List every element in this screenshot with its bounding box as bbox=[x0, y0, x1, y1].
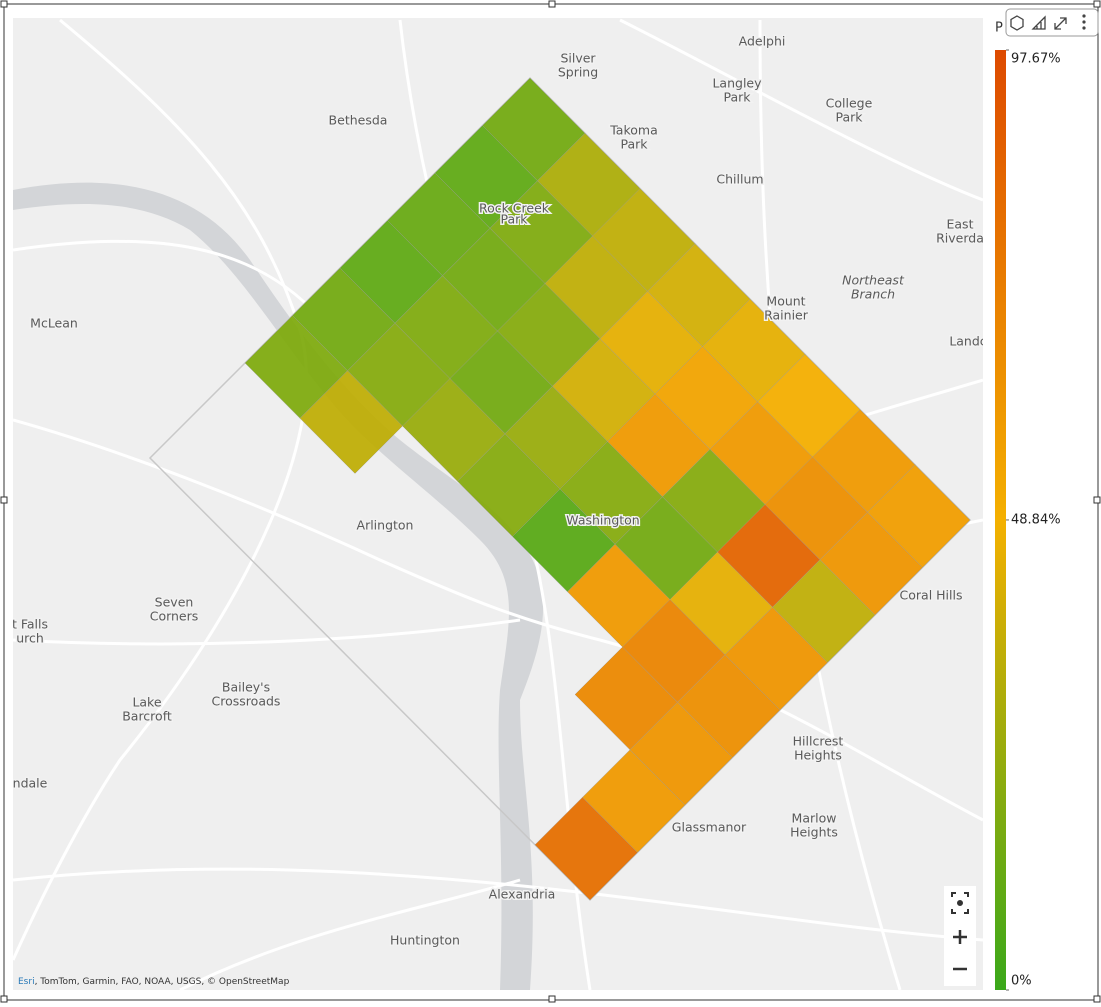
place-label: Adelphi bbox=[739, 34, 786, 49]
place-label: Rock Creek bbox=[479, 201, 550, 216]
regions bbox=[244, 77, 971, 901]
place-label: McLean bbox=[30, 316, 78, 331]
place-label: Silver bbox=[560, 51, 596, 66]
attribution-provider: Esri bbox=[18, 977, 35, 987]
legend-label: 0% bbox=[1011, 974, 1032, 989]
focus-mode-icon[interactable] bbox=[1054, 17, 1067, 30]
place-label: Landc bbox=[949, 334, 986, 349]
place-label: Park bbox=[723, 90, 751, 105]
place-label: Riverda bbox=[936, 231, 984, 246]
place-label: ndale bbox=[13, 776, 48, 791]
place-label: Crossroads bbox=[212, 694, 281, 709]
place-label: Langley bbox=[712, 76, 762, 91]
place-label: Marlow bbox=[792, 811, 837, 826]
place-label: Arlington bbox=[357, 518, 414, 533]
place-label: Chillum bbox=[716, 172, 763, 187]
place-label: Mount bbox=[766, 294, 805, 309]
legend-label: 48.84% bbox=[1011, 512, 1061, 527]
focus-button[interactable] bbox=[951, 892, 969, 914]
analytics-icon[interactable] bbox=[1031, 15, 1046, 30]
place-label: Heights bbox=[794, 748, 842, 763]
place-label: urch bbox=[16, 631, 44, 646]
place-label: Coral Hills bbox=[900, 588, 963, 603]
place-label: Park bbox=[835, 110, 863, 125]
zoom-in[interactable] bbox=[953, 930, 967, 944]
place-label: t Falls bbox=[12, 617, 48, 632]
place-label: Spring bbox=[558, 65, 598, 80]
zoom-controls bbox=[944, 886, 976, 986]
place-label: Barcroft bbox=[122, 709, 172, 724]
place-label: Northeast bbox=[842, 273, 905, 288]
place-label: Branch bbox=[851, 287, 895, 302]
toolbar bbox=[1005, 8, 1099, 37]
place-label: Seven bbox=[155, 595, 194, 610]
place-label: Park bbox=[620, 137, 648, 152]
place-label: Corners bbox=[150, 609, 199, 624]
place-label: Glassmanor bbox=[672, 820, 747, 835]
place-label: East bbox=[947, 217, 974, 232]
legend: 97.67% 48.84% 0% bbox=[1006, 49, 1061, 991]
place-label: Takoma bbox=[609, 123, 658, 138]
attribution: Esri, TomTom, Garmin, FAO, NOAA, USGS, ©… bbox=[18, 977, 290, 987]
region bbox=[534, 797, 638, 901]
place-label: Lake bbox=[132, 695, 161, 710]
legend-bar bbox=[995, 50, 1006, 990]
place-label: College bbox=[826, 96, 873, 111]
place-label: Park bbox=[500, 212, 528, 227]
place-label: Hillcrest bbox=[793, 734, 844, 749]
place-label: Huntington bbox=[390, 933, 460, 948]
region bbox=[299, 370, 403, 474]
place-label: Washington bbox=[566, 513, 639, 528]
filter-icon[interactable] bbox=[1010, 15, 1024, 31]
place-label: Bailey's bbox=[222, 680, 270, 695]
legend-label: 97.67% bbox=[1011, 52, 1061, 67]
place-label: Alexandria bbox=[489, 887, 556, 902]
attribution-text: , TomTom, Garmin, FAO, NOAA, USGS, © Ope… bbox=[35, 977, 290, 987]
place-label: Bethesda bbox=[329, 113, 388, 128]
place-label: Heights bbox=[790, 825, 838, 840]
more-options[interactable] bbox=[1082, 14, 1086, 30]
toolbar-bg bbox=[1005, 8, 1099, 37]
place-label: Rainier bbox=[764, 308, 809, 323]
legend-title: P bbox=[995, 21, 1003, 36]
